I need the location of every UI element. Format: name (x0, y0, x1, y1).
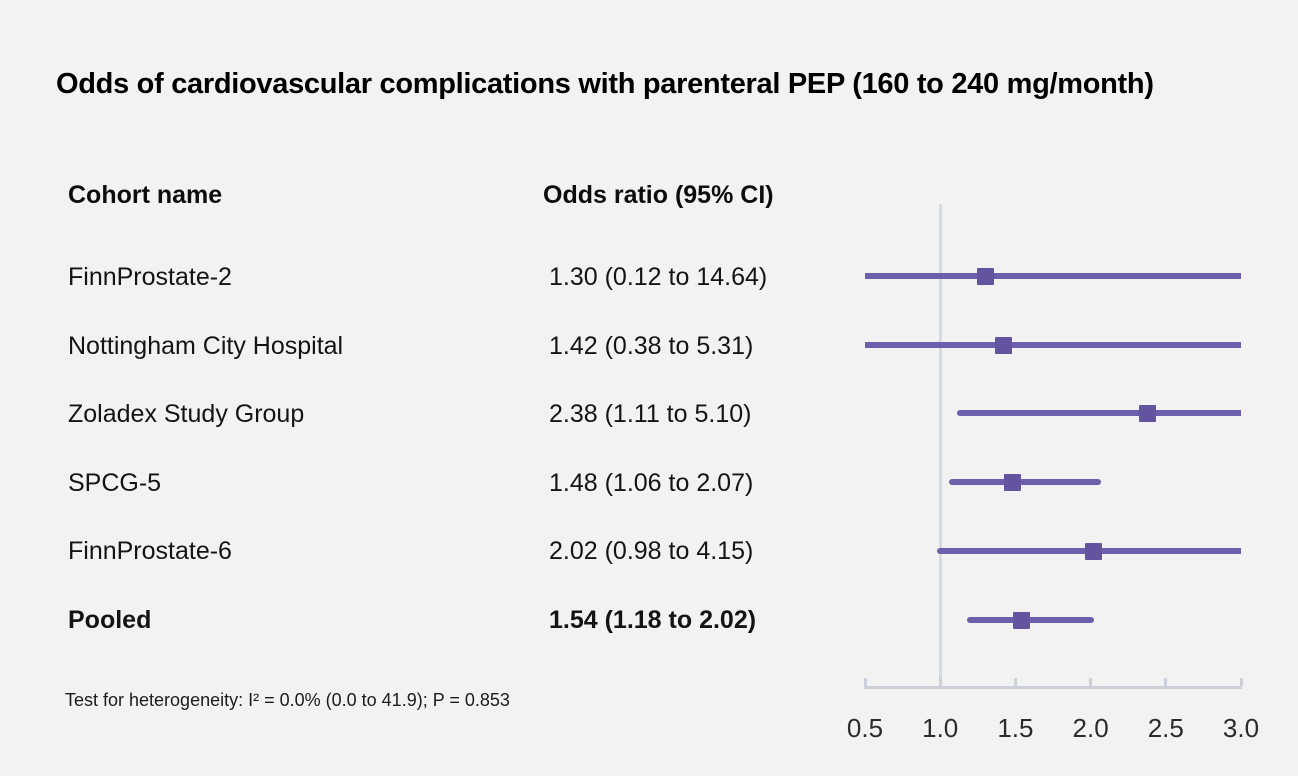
x-axis-tick (1239, 678, 1243, 686)
odds-ratio-value: 1.48 (1.06 to 2.07) (549, 469, 754, 497)
odds-ratio-value: 1.42 (0.38 to 5.31) (549, 332, 754, 360)
pooled-estimate-marker (1012, 611, 1030, 629)
ci-line (967, 617, 1094, 623)
cohort-name: FinnProstate-2 (68, 263, 232, 291)
odds-ratio-value: 2.38 (1.11 to 5.10) (549, 400, 752, 428)
point-estimate-marker (1085, 542, 1103, 560)
point-estimate-marker (1003, 473, 1021, 491)
cohort-name: SPCG-5 (68, 469, 162, 497)
x-axis-tick-label: 1.0 (922, 713, 959, 743)
point-estimate-marker (1139, 404, 1157, 422)
column-header-cohort: Cohort name (68, 181, 223, 209)
cohort-name: Nottingham City Hospital (68, 332, 344, 360)
x-axis-tick (1164, 678, 1168, 686)
x-axis-tick-label: 2.5 (1147, 713, 1184, 743)
ci-line (865, 273, 1241, 279)
reference-line (938, 204, 942, 687)
cohort-name: FinnProstate-6 (68, 537, 232, 565)
figure-title: Odds of cardiovascular complications wit… (56, 68, 1154, 100)
ci-line (865, 342, 1241, 348)
x-axis-line (864, 686, 1242, 689)
point-estimate-marker (976, 267, 994, 285)
cohort-name: Zoladex Study Group (68, 400, 305, 428)
x-axis-tick-label: 0.5 (846, 713, 884, 743)
point-estimate-marker (994, 336, 1012, 354)
x-axis-tick (1013, 678, 1017, 686)
odds-ratio-value: 1.30 (0.12 to 14.64) (549, 263, 768, 291)
ci-line (956, 410, 1241, 416)
odds-ratio-value-pooled: 1.54 (1.18 to 2.02) (549, 606, 757, 634)
cohort-name-pooled: Pooled (68, 606, 152, 634)
x-axis-tick (1089, 678, 1093, 686)
x-axis-tick-label: 1.5 (997, 713, 1034, 743)
x-axis-tick-label: 2.0 (1072, 713, 1109, 743)
heterogeneity-footnote: Test for heterogeneity: I² = 0.0% (0.0 t… (65, 690, 510, 710)
odds-ratio-value: 2.02 (0.98 to 4.15) (549, 537, 754, 565)
column-header-odds-ratio: Odds ratio (95% CI) (543, 181, 774, 209)
x-axis-tick-label: 3.0 (1222, 713, 1260, 743)
x-axis-tick (938, 678, 942, 686)
ci-line (949, 479, 1102, 485)
x-axis-tick (863, 678, 867, 686)
